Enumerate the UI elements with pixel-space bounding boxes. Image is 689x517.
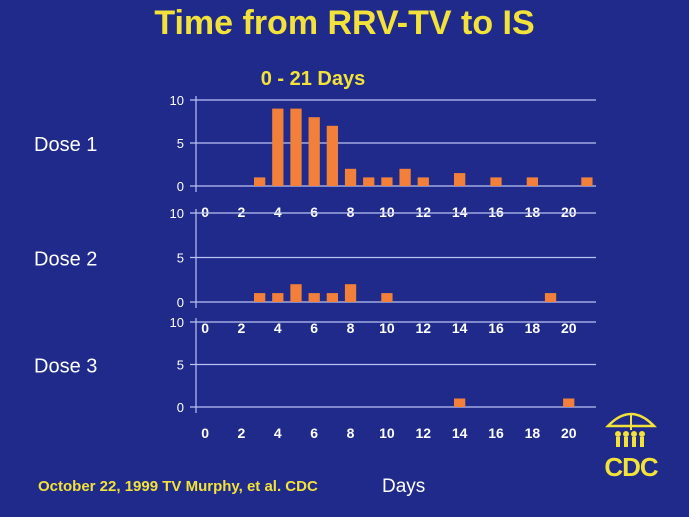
x-tick-label: 12 [415,204,431,220]
bar [308,293,320,302]
x-tick-label: 18 [525,204,541,220]
x-tick-label: 2 [238,204,246,220]
bar [526,177,538,186]
y-tick-label: 0 [177,295,184,310]
bar [272,293,284,302]
x-tick-label: 2 [238,320,246,336]
y-tick-label: 5 [177,251,184,266]
x-tick-label: 12 [415,425,431,441]
panel-label-dose-2: Dose 2 [34,249,97,271]
y-tick-label: 0 [177,400,184,415]
x-tick-label: 16 [488,204,504,220]
bar [381,177,393,186]
panel-label-dose-1: Dose 1 [34,134,97,156]
x-tick-label: 0 [201,320,209,336]
y-tick-label: 0 [177,179,184,194]
logo-text: CDC [604,452,658,482]
x-tick-label: 20 [561,320,577,336]
x-tick-label: 16 [488,425,504,441]
x-tick-label: 6 [310,425,318,441]
bar [254,293,266,302]
x-tick-label: 0 [201,425,209,441]
x-tick-label: 14 [452,204,468,220]
x-tick-label: 18 [525,425,541,441]
bar [490,177,502,186]
x-tick-label: 8 [347,425,355,441]
footer-citation: October 22, 1999 TV Murphy, et al. CDC [38,478,318,495]
x-tick-label: 20 [561,425,577,441]
bar [544,293,557,302]
x-tick-label: 6 [310,320,318,336]
x-tick-label: 12 [415,320,431,336]
x-tick-label: 0 [201,204,209,220]
x-tick-label: 4 [274,425,282,441]
bar [290,108,302,186]
x-tick-label: 14 [452,425,468,441]
x-tick-label: 2 [238,425,246,441]
bar [563,398,575,407]
umbrella-icon [605,412,657,447]
x-tick-label: 6 [310,204,318,220]
bar [454,173,466,186]
x-tick-label: 10 [379,204,395,220]
x-tick-label: 14 [452,320,468,336]
x-tick-label: 4 [274,320,282,336]
bar [272,108,284,186]
bar [290,284,302,302]
x-tick-label: 18 [525,320,541,336]
bar [344,284,357,302]
cdc-logo: CDC [600,404,662,486]
bar [326,125,338,186]
bar [454,398,466,407]
bar [381,293,393,302]
y-tick-label: 5 [177,358,184,373]
bar [363,177,375,186]
bar [326,293,338,302]
x-axis-title: Days [382,476,426,497]
bar [581,177,593,186]
chart-subtitle: 0 - 21 Days [260,68,366,90]
panel-label-dose-3: Dose 3 [34,356,97,378]
x-tick-label: 4 [274,204,282,220]
bar [399,168,411,186]
y-tick-label: 10 [170,315,184,330]
x-tick-label: 10 [379,320,395,336]
x-tick-label: 8 [347,320,355,336]
x-tick-label: 20 [561,204,577,220]
bar [344,168,357,186]
bar [417,177,429,186]
x-tick-label: 8 [347,204,355,220]
x-tick-label: 16 [488,320,504,336]
y-tick-label: 5 [177,136,184,151]
y-tick-label: 10 [170,206,184,221]
bar [308,117,320,186]
y-tick-label: 10 [170,93,184,108]
x-tick-label: 10 [379,425,395,441]
chart-title: Time from RRV-TV to IS [154,4,535,42]
bar [254,177,266,186]
